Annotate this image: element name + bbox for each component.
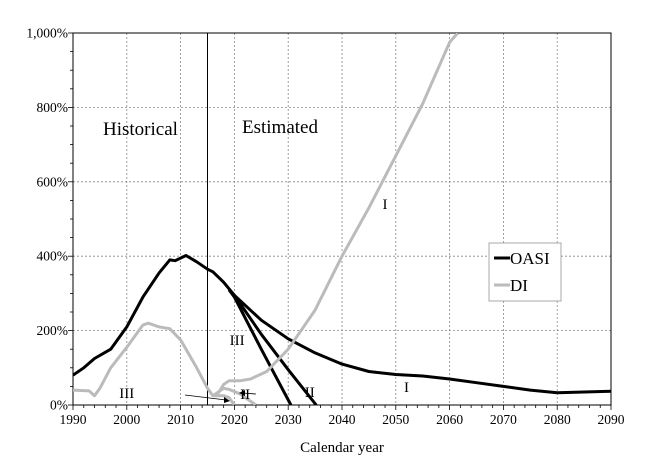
y-tick-label: 200% [37,323,69,338]
series-lines [73,33,611,405]
alternative-label: I [383,197,388,213]
series-di-alt-iii [212,394,236,405]
x-tick-label: 2000 [113,412,140,427]
alternative-label: III [230,333,245,349]
legend-label-di: DI [510,276,528,295]
legend-label-oasi: OASI [510,249,550,268]
region-label-estimated: Estimated [242,117,318,138]
alternative-label: III [119,386,134,402]
region-label-historical: Historical [103,119,178,140]
x-tick-label: 2090 [598,412,625,427]
arrow-iii [184,394,227,401]
alternative-label: I [404,380,409,396]
x-tick-label: 2050 [382,412,409,427]
y-tick-label: 1,000% [26,26,68,41]
arrow-ii-head [239,390,245,396]
y-tick-label: 0% [50,398,68,413]
x-tick-label: 2060 [436,412,463,427]
alternative-label: II [240,387,250,403]
x-tick-label: 2080 [544,412,571,427]
series-di-alt-ii [212,386,257,405]
x-tick-label: 2040 [329,412,356,427]
x-tick-label: 2070 [490,412,517,427]
grid [72,32,612,406]
series-oasi-alt-iii [227,288,293,405]
x-tick-label: 1990 [60,412,87,427]
legend: OASI DI [488,242,562,302]
arrow-iii-head [224,397,230,403]
axis-ticks: 1990 2000 2010 2020 2030 2040 2050 2060 2070 2080… [26,26,624,428]
x-tick-label: 2010 [167,412,194,427]
y-tick-label: 600% [37,174,69,189]
y-tick-label: 800% [37,100,69,115]
x-tick-label: 2030 [275,412,302,427]
x-axis-label: Calendar year [300,440,384,456]
alternative-label: II [305,385,315,401]
x-tick-label: 2020 [221,412,248,427]
y-tick-label: 400% [37,249,69,264]
